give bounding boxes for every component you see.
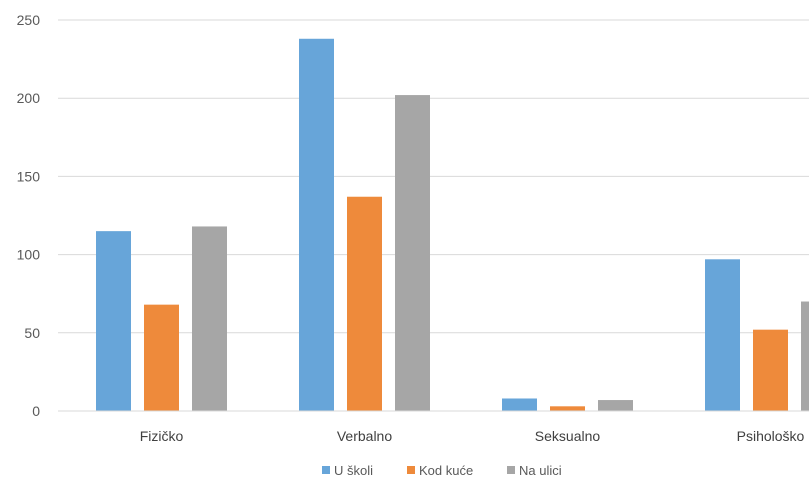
x-axis-categories: Fizičko Verbalno Seksualno Psihološko bbox=[140, 428, 805, 444]
bar-u-skoli-verbalno bbox=[299, 38, 334, 411]
x-category-label-seksualno: Seksualno bbox=[535, 428, 601, 444]
bar-kod-kuce-psiholosko bbox=[753, 329, 788, 411]
bar-kod-kuce-fizicko bbox=[144, 304, 179, 411]
x-category-label-psiholosko: Psihološko bbox=[737, 428, 805, 444]
bar-na-ulici-verbalno bbox=[395, 95, 430, 412]
bars bbox=[96, 38, 809, 412]
legend-label-u-skoli: U školi bbox=[334, 463, 373, 478]
bar-kod-kuce-seksualno bbox=[550, 406, 585, 411]
bar-na-ulici-fizicko bbox=[192, 226, 227, 411]
y-tick-label-0: 0 bbox=[32, 403, 40, 419]
y-tick-label-250: 250 bbox=[17, 12, 41, 28]
legend-swatch-u-skoli bbox=[322, 466, 330, 474]
legend-swatch-na-ulici bbox=[507, 466, 515, 474]
bar-na-ulici-seksualno bbox=[598, 400, 633, 411]
bar-u-skoli-fizicko bbox=[96, 231, 131, 411]
bar-na-ulici-psiholosko bbox=[801, 301, 809, 411]
legend-swatch-kod-kuce bbox=[407, 466, 415, 474]
y-tick-label-50: 50 bbox=[24, 325, 40, 341]
y-tick-label-150: 150 bbox=[17, 168, 41, 184]
x-category-label-fizicko: Fizičko bbox=[140, 428, 184, 444]
y-axis-ticks: 0 50 100 150 200 250 bbox=[17, 12, 41, 419]
x-category-label-verbalno: Verbalno bbox=[337, 428, 392, 444]
y-tick-label-100: 100 bbox=[17, 247, 41, 263]
gridlines bbox=[58, 19, 809, 334]
bar-u-skoli-seksualno bbox=[502, 398, 537, 411]
y-tick-label-200: 200 bbox=[17, 90, 41, 106]
legend-label-kod-kuce: Kod kuće bbox=[419, 463, 473, 478]
bar-u-skoli-psiholosko bbox=[705, 259, 740, 411]
legend-label-na-ulici: Na ulici bbox=[519, 463, 562, 478]
legend: U školi Kod kuće Na ulici bbox=[322, 463, 562, 478]
bar-kod-kuce-verbalno bbox=[347, 196, 382, 411]
